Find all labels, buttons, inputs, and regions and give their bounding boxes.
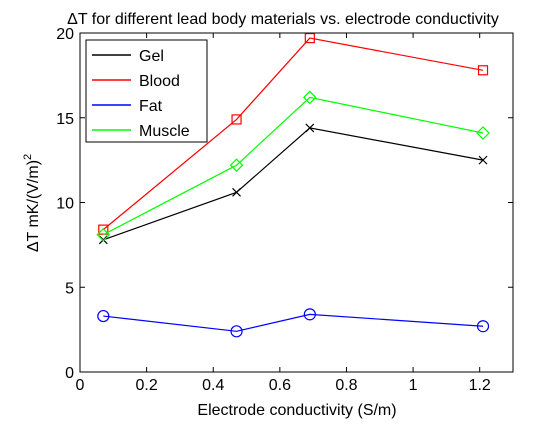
plot-frame (79, 32, 514, 373)
series-line (102, 37, 484, 231)
data-point-square (304, 32, 315, 44)
x-tick-label: 1 (409, 377, 418, 394)
legend-label: Muscle (139, 123, 190, 140)
data-point-circle (476, 320, 490, 333)
data-point-x (98, 235, 108, 245)
data-point-circle (97, 309, 110, 323)
y-axis-label: ΔT mK/(V/m)2 (22, 154, 42, 252)
data-point-diamond (229, 158, 244, 173)
legend-label: Gel (139, 48, 164, 65)
data-point-x (232, 187, 241, 197)
legend-label: Blood (139, 73, 180, 90)
data-point-x (305, 123, 315, 133)
x-tick-label: 1.2 (469, 377, 491, 394)
series-fat (97, 308, 490, 338)
y-axis-label-main: ΔT mK/(V/m) (25, 160, 42, 252)
x-tick-label: 0.8 (335, 377, 357, 394)
y-tick-label: 5 (65, 280, 74, 297)
x-axis-ticks: 0 0.2 0.4 0.6 0.8 1 1.2 (76, 33, 491, 394)
x-tick-label: 0.2 (135, 377, 157, 394)
y-axis-label-superscript: 2 (22, 154, 34, 160)
series-line (103, 127, 484, 241)
x-tick-label: 0.6 (269, 377, 291, 394)
data-point-square (477, 65, 489, 76)
data-point-circle (303, 308, 316, 321)
data-point-x (478, 155, 488, 165)
y-tick-label: 15 (56, 111, 74, 128)
data-point-diamond (96, 227, 111, 242)
chart-title: ΔT for different lead body materials vs.… (67, 11, 499, 28)
y-tick-label: 10 (56, 196, 74, 213)
y-tick-label: 20 (56, 26, 74, 43)
data-point-diamond (302, 90, 317, 105)
series-line (103, 313, 484, 332)
series-blood (98, 32, 489, 235)
x-axis-label: Electrode conductivity (S/m) (197, 402, 396, 419)
legend-box (85, 39, 208, 143)
series-line (103, 96, 484, 236)
legend: Gel Blood Fat Muscle (85, 39, 208, 143)
data-point-square (231, 114, 242, 125)
series-layer (96, 32, 490, 338)
data-point-diamond (476, 126, 490, 140)
x-tick-label: 0.4 (202, 377, 224, 394)
series-gel (98, 123, 488, 245)
legend-label: Fat (139, 98, 163, 115)
y-tick-label: 0 (65, 365, 74, 382)
x-tick-label: 0 (76, 377, 85, 394)
data-point-circle (230, 325, 243, 338)
series-muscle (96, 90, 490, 242)
